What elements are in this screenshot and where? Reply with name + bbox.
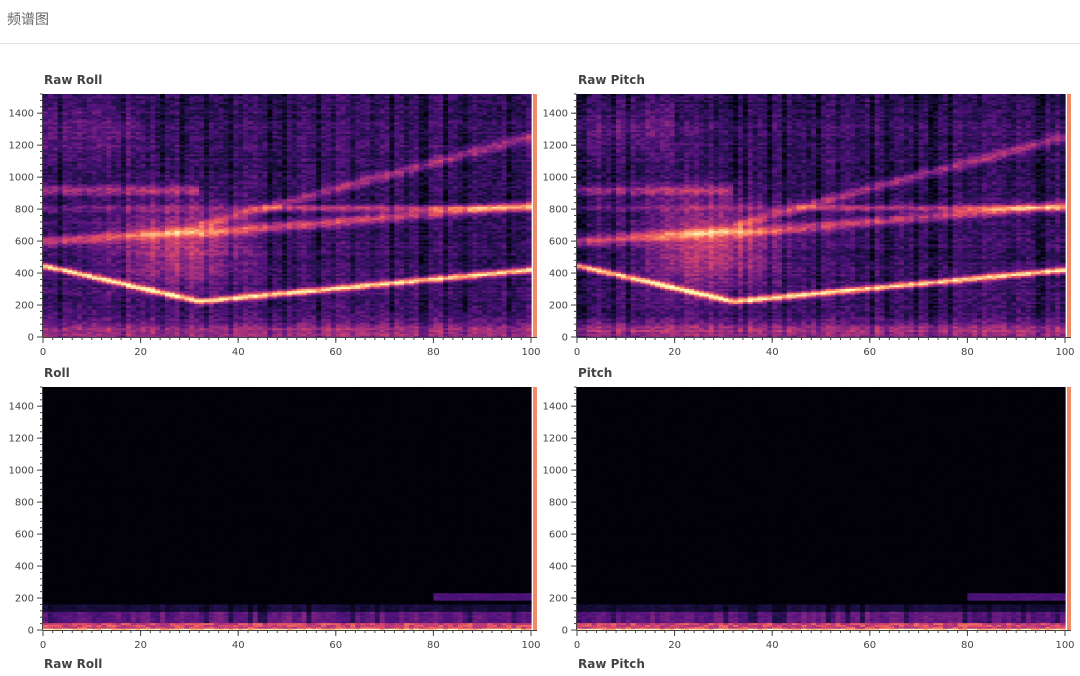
x-tick-label: 0 [574, 347, 580, 358]
y-tick-label: 400 [15, 562, 34, 573]
spectrogram-chart: 0 200 400 600 800 1000 1200 1400 0 20 40 60 80 100 [534, 365, 1079, 657]
x-tick-label: 100 [1055, 640, 1074, 651]
x-tick-label: 80 [427, 347, 440, 358]
y-tick-label: 0 [28, 333, 34, 344]
x-tick-label: 20 [134, 347, 147, 358]
y-tick-label: 1200 [9, 434, 34, 445]
y-tick-label: 1400 [543, 109, 568, 120]
x-tick-label: 20 [668, 347, 681, 358]
spectrogram-chart: 0 200 400 600 800 1000 1200 1400 0 20 40 60 80 100 [534, 72, 1079, 364]
y-tick-label: 1200 [543, 141, 568, 152]
x-tick-label: 20 [668, 640, 681, 651]
spectrogram-panel-raw-pitch-next: Raw Pitch [534, 656, 1079, 676]
spectrogram-heatmap [43, 94, 532, 338]
y-tick-label: 1400 [9, 402, 34, 413]
x-tick-label: 80 [427, 640, 440, 651]
y-tick-label: 400 [15, 269, 34, 280]
y-tick-label: 800 [549, 205, 568, 216]
y-tick-label: 600 [15, 530, 34, 541]
x-tick-label: 80 [961, 640, 974, 651]
page-title: 频谱图 [7, 9, 49, 29]
y-tick-label: 400 [549, 269, 568, 280]
x-tick-label: 20 [134, 640, 147, 651]
x-tick-label: 0 [40, 640, 46, 651]
spectrogram-heatmap [43, 387, 532, 631]
y-tick-label: 200 [549, 301, 568, 312]
y-tick-label: 1400 [543, 402, 568, 413]
y-tick-label: 400 [549, 562, 568, 573]
panel-title: Raw Pitch [578, 657, 645, 671]
y-tick-label: 1000 [9, 466, 34, 477]
x-tick-label: 40 [232, 640, 245, 651]
x-tick-label: 60 [863, 347, 876, 358]
y-tick-label: 800 [15, 498, 34, 509]
x-tick-label: 60 [329, 640, 342, 651]
y-tick-label: 0 [562, 626, 568, 637]
x-tick-label: 60 [863, 640, 876, 651]
x-tick-label: 40 [766, 347, 779, 358]
y-tick-label: 1200 [9, 141, 34, 152]
y-tick-label: 800 [15, 205, 34, 216]
y-tick-label: 0 [562, 333, 568, 344]
colorbar [1067, 94, 1071, 337]
y-tick-label: 200 [15, 301, 34, 312]
spectrogram-panel-raw-roll-next: Raw Roll [0, 656, 545, 676]
y-tick-label: 800 [549, 498, 568, 509]
y-tick-label: 200 [549, 594, 568, 605]
x-tick-label: 100 [1055, 347, 1074, 358]
x-tick-label: 40 [766, 640, 779, 651]
y-tick-label: 1000 [9, 173, 34, 184]
x-tick-label: 80 [961, 347, 974, 358]
y-tick-label: 1200 [543, 434, 568, 445]
y-tick-label: 200 [15, 594, 34, 605]
y-tick-label: 600 [15, 237, 34, 248]
panel-title: Raw Roll [44, 657, 102, 671]
y-tick-label: 1000 [543, 173, 568, 184]
colorbar [1067, 387, 1071, 630]
y-tick-label: 1000 [543, 466, 568, 477]
y-tick-label: 600 [549, 237, 568, 248]
x-tick-label: 0 [574, 640, 580, 651]
spectrogram-heatmap [577, 94, 1066, 338]
x-tick-label: 40 [232, 347, 245, 358]
y-tick-label: 0 [28, 626, 34, 637]
x-tick-label: 0 [40, 347, 46, 358]
spectrogram-heatmap [577, 387, 1066, 631]
y-tick-label: 1400 [9, 109, 34, 120]
x-tick-label: 60 [329, 347, 342, 358]
page-header: 频谱图 [0, 0, 1080, 44]
y-tick-label: 600 [549, 530, 568, 541]
